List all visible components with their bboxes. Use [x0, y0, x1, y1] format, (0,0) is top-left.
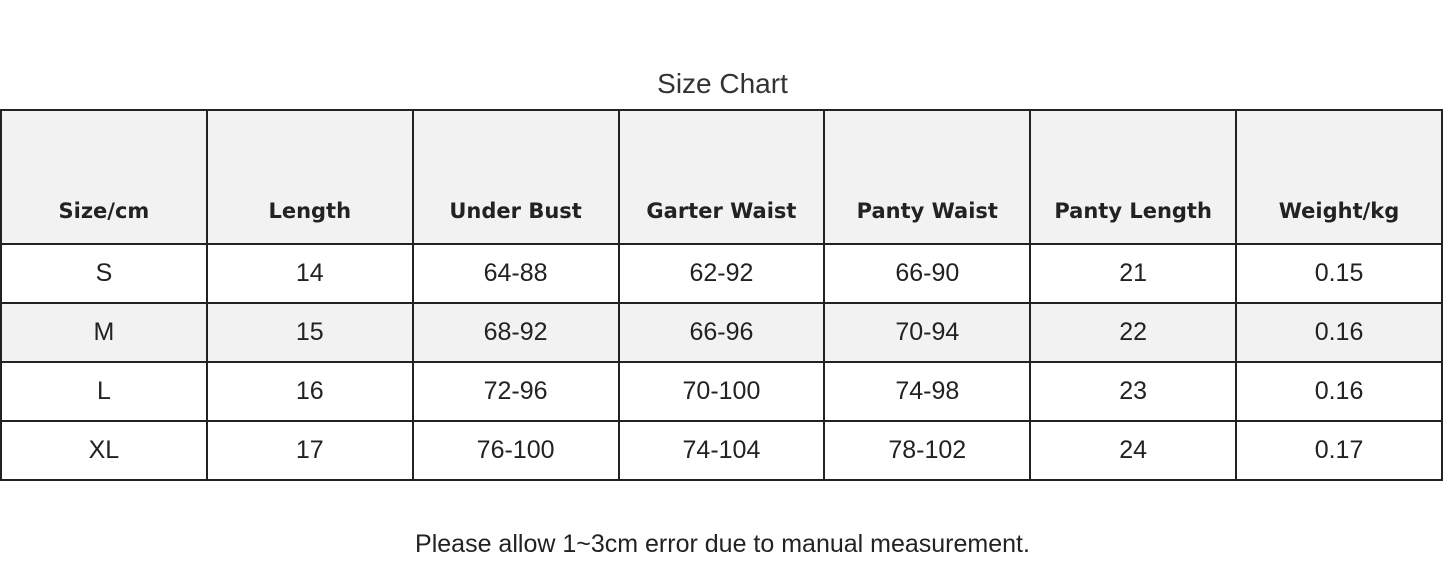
table-cell: S [0, 243, 208, 304]
table-row: M 15 68-92 66-96 70-94 22 0.16 [0, 302, 1443, 363]
table-cell: 70-94 [823, 302, 1032, 363]
table-cell: 66-90 [823, 243, 1032, 304]
header-row: Size/cm Length Under Bust Garter Waist Panty… [0, 109, 1443, 245]
column-header: Panty Length [1029, 109, 1238, 245]
table-cell: 16 [205, 361, 414, 422]
table-cell: 74-98 [823, 361, 1032, 422]
table-cell: 0.16 [1235, 361, 1443, 422]
size-table: Size/cm Length Under Bust Garter Waist Panty… [0, 109, 1443, 481]
table-cell: 23 [1029, 361, 1238, 422]
table-cell: XL [0, 420, 208, 481]
table-cell: 24 [1029, 420, 1238, 481]
table-row: XL 17 76-100 74-104 78-102 24 0.17 [0, 420, 1443, 481]
table-cell: 17 [205, 420, 414, 481]
column-header: Panty Waist [823, 109, 1032, 245]
table-cell: 0.16 [1235, 302, 1443, 363]
table-cell: 0.15 [1235, 243, 1443, 304]
table-row: S 14 64-88 62-92 66-90 21 0.15 [0, 243, 1443, 304]
column-header: Length [205, 109, 414, 245]
table-cell: 68-92 [411, 302, 620, 363]
table-cell: 64-88 [411, 243, 620, 304]
chart-title: Size Chart [657, 68, 788, 99]
table-cell: 21 [1029, 243, 1238, 304]
table-row: L 16 72-96 70-100 74-98 23 0.16 [0, 361, 1443, 422]
table-cell: 14 [205, 243, 414, 304]
table-cell: 15 [205, 302, 414, 363]
table-cell: 0.17 [1235, 420, 1443, 481]
table-cell: 62-92 [617, 243, 826, 304]
table-cell: 22 [1029, 302, 1238, 363]
table-cell: 72-96 [411, 361, 620, 422]
table-cell: L [0, 361, 208, 422]
column-header: Weight/kg [1235, 109, 1443, 245]
column-header: Garter Waist [617, 109, 826, 245]
table-cell: 76-100 [411, 420, 620, 481]
table-cell: 66-96 [617, 302, 826, 363]
column-header: Under Bust [411, 109, 620, 245]
table-cell: 70-100 [617, 361, 826, 422]
table-cell: M [0, 302, 208, 363]
table-cell: 74-104 [617, 420, 826, 481]
measurement-note: Please allow 1~3cm error due to manual m… [415, 530, 1030, 558]
table-cell: 78-102 [823, 420, 1032, 481]
column-header: Size/cm [0, 109, 208, 245]
